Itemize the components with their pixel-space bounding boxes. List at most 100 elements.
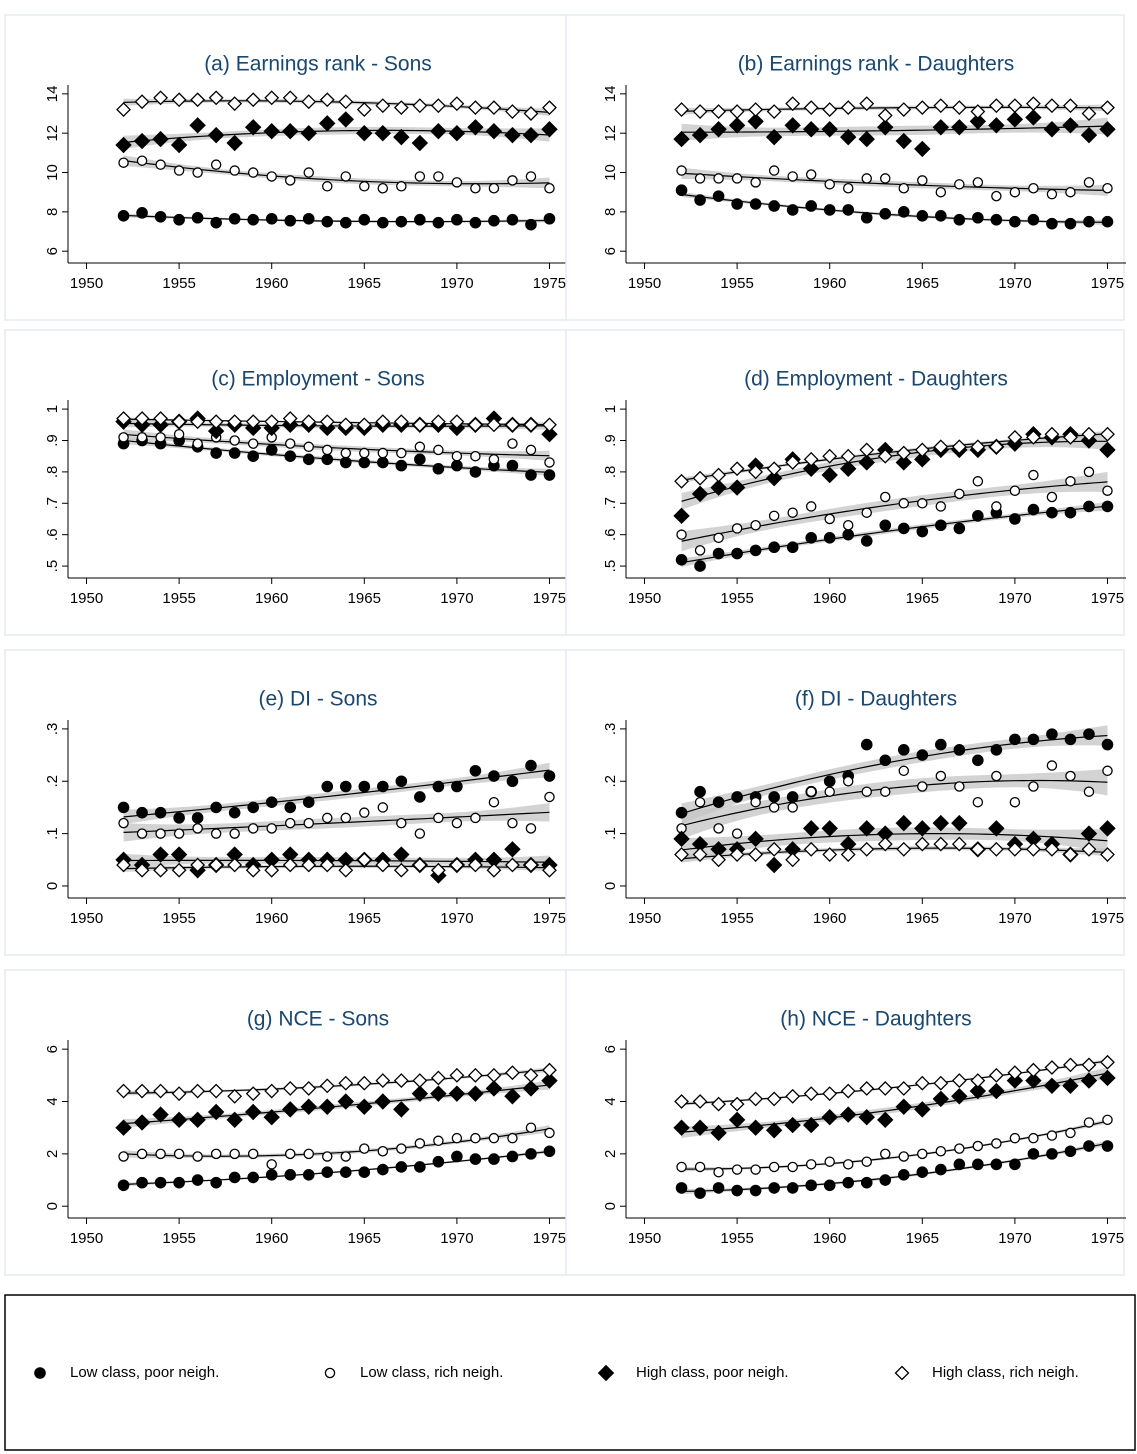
fit-band bbox=[681, 769, 1108, 839]
point bbox=[713, 823, 724, 834]
point bbox=[988, 1067, 1004, 1083]
point bbox=[916, 209, 929, 222]
point bbox=[840, 448, 856, 464]
point bbox=[505, 417, 520, 433]
y-tick-label: .1 bbox=[602, 827, 619, 840]
point bbox=[1044, 426, 1060, 442]
legend-label: Low class, poor neigh. bbox=[70, 1364, 219, 1381]
point bbox=[822, 1086, 838, 1102]
x-tick-label: 1965 bbox=[348, 1230, 381, 1247]
point bbox=[322, 181, 333, 192]
point bbox=[673, 130, 690, 148]
point bbox=[469, 216, 482, 229]
point bbox=[840, 1106, 857, 1123]
point bbox=[116, 411, 131, 426]
legend-label: Low class, rich neigh. bbox=[360, 1364, 503, 1381]
point bbox=[542, 100, 557, 116]
point bbox=[523, 857, 539, 873]
point bbox=[488, 796, 500, 808]
point bbox=[991, 501, 1002, 512]
legend-marker bbox=[894, 1365, 910, 1381]
y-tick-label: 10 bbox=[602, 164, 619, 181]
point bbox=[170, 1111, 188, 1129]
fit-band bbox=[681, 827, 1108, 862]
point bbox=[358, 213, 371, 226]
point bbox=[711, 852, 727, 868]
fit-band bbox=[681, 1067, 1108, 1138]
y-tick-label: 0 bbox=[44, 882, 61, 890]
point bbox=[972, 510, 984, 522]
point bbox=[245, 862, 261, 878]
point bbox=[1009, 733, 1021, 746]
x-tick-label: 1970 bbox=[998, 275, 1031, 292]
point bbox=[340, 812, 352, 824]
point bbox=[395, 215, 408, 228]
point bbox=[265, 1169, 278, 1181]
point bbox=[152, 130, 169, 148]
point bbox=[787, 802, 798, 813]
x-tick-label: 1965 bbox=[348, 275, 381, 292]
point bbox=[969, 1082, 987, 1100]
point bbox=[750, 1164, 761, 1175]
point bbox=[914, 100, 930, 116]
point bbox=[859, 841, 875, 857]
point bbox=[676, 165, 687, 176]
point bbox=[1100, 100, 1115, 116]
point bbox=[414, 1161, 426, 1173]
point bbox=[877, 1081, 893, 1096]
point bbox=[694, 194, 706, 206]
point bbox=[247, 450, 259, 462]
point bbox=[824, 179, 835, 190]
point bbox=[842, 204, 855, 216]
y-tick-label: 2 bbox=[44, 1150, 61, 1158]
point bbox=[282, 1081, 298, 1096]
y-tick-label: .2 bbox=[602, 775, 619, 788]
point bbox=[319, 414, 335, 430]
point bbox=[247, 801, 259, 814]
point bbox=[393, 1101, 410, 1118]
x-tick-label: 1950 bbox=[70, 910, 103, 927]
point bbox=[895, 1098, 912, 1115]
point bbox=[1046, 728, 1058, 740]
point bbox=[674, 1094, 689, 1109]
point bbox=[842, 776, 854, 787]
point bbox=[785, 455, 801, 470]
point bbox=[1063, 1057, 1078, 1073]
point bbox=[433, 171, 444, 182]
point bbox=[302, 212, 315, 225]
point bbox=[282, 857, 298, 873]
panel-title: (e) DI - Sons bbox=[258, 688, 377, 711]
point bbox=[935, 501, 947, 512]
point bbox=[544, 1127, 555, 1139]
y-tick-label: .5 bbox=[602, 560, 619, 573]
point bbox=[824, 1156, 835, 1167]
panel bbox=[565, 969, 1125, 1276]
point bbox=[988, 820, 1005, 837]
point bbox=[210, 801, 222, 814]
point bbox=[1081, 426, 1097, 442]
x-tick-label: 1970 bbox=[440, 275, 473, 292]
point bbox=[877, 1111, 894, 1129]
point bbox=[525, 1122, 537, 1133]
x-tick-label: 1970 bbox=[998, 590, 1031, 607]
point bbox=[485, 1080, 503, 1097]
point bbox=[302, 1169, 315, 1181]
point bbox=[785, 96, 801, 112]
point bbox=[1009, 485, 1021, 496]
point bbox=[786, 541, 799, 554]
point bbox=[768, 541, 780, 554]
point bbox=[802, 460, 820, 477]
point bbox=[765, 469, 783, 487]
point bbox=[1102, 485, 1113, 496]
legend-marker bbox=[324, 1367, 336, 1379]
point bbox=[991, 1138, 1002, 1149]
point bbox=[266, 1159, 277, 1170]
point bbox=[1046, 188, 1058, 200]
point bbox=[449, 857, 465, 873]
point bbox=[895, 454, 912, 471]
point bbox=[469, 764, 482, 777]
point bbox=[266, 171, 277, 182]
point bbox=[970, 841, 986, 857]
point bbox=[207, 422, 225, 440]
point bbox=[544, 457, 555, 468]
